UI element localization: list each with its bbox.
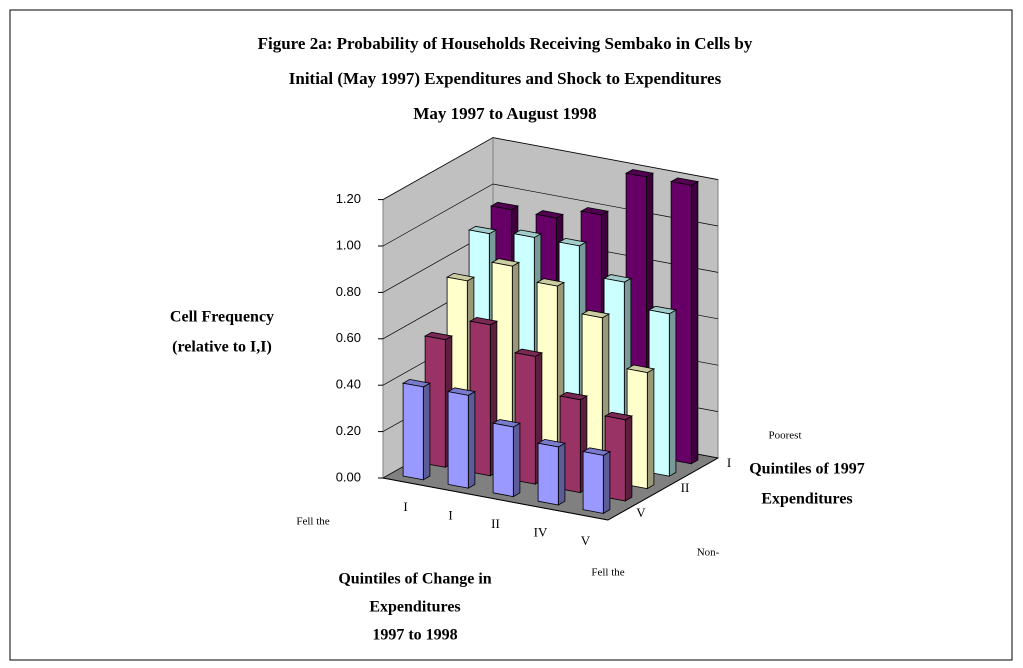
annotation: Fell the xyxy=(591,567,624,579)
y-tick-label: 0.20 xyxy=(336,423,361,438)
bar-side xyxy=(557,442,566,506)
bar-front xyxy=(582,451,604,514)
bar-side xyxy=(422,382,431,481)
x-axis-label: Expenditures xyxy=(369,599,460,616)
x-axis-label: Quintiles of Change in xyxy=(338,571,491,588)
annotation: Fell the xyxy=(296,516,329,528)
annotation: Poorest xyxy=(769,430,802,442)
chart-title: Initial (May 1997) Expenditures and Shoc… xyxy=(289,69,722,88)
bar xyxy=(491,419,522,498)
bar-side xyxy=(646,368,655,490)
annotation: Non- xyxy=(697,547,720,559)
depth-axis-label: Quintiles of 1997 xyxy=(749,461,865,478)
x-tick-label: I xyxy=(448,508,452,523)
grid-line xyxy=(382,137,719,200)
bar xyxy=(581,447,612,515)
bar-side xyxy=(602,450,611,515)
bar-front xyxy=(537,442,559,506)
x-axis xyxy=(382,477,609,521)
x-tick-label: II xyxy=(491,516,500,531)
bar-side xyxy=(467,390,476,489)
bar-front xyxy=(447,391,469,489)
x-tick-label: I xyxy=(403,499,407,514)
y-axis-label: (relative to I,I) xyxy=(172,339,272,356)
depth-tick-label: II xyxy=(681,480,690,495)
x-axis-label: 1997 to 1998 xyxy=(372,627,457,644)
bar xyxy=(536,438,567,506)
y-tick-label: 1.20 xyxy=(336,191,361,206)
y-tick-label: 0.80 xyxy=(336,284,361,299)
bar xyxy=(401,378,432,481)
bar xyxy=(446,387,477,489)
bar-front xyxy=(492,422,514,498)
depth-tick-label: I xyxy=(727,455,731,470)
y-axis-label: Cell Frequency xyxy=(170,309,274,326)
y-tick-label: 0.40 xyxy=(336,377,361,392)
bar-side xyxy=(690,180,699,465)
y-tick-label: 0.60 xyxy=(336,330,361,345)
y-tick-label: 0.00 xyxy=(336,469,361,484)
depth-axis-label: Expenditures xyxy=(761,491,852,508)
depth-tick-label: V xyxy=(636,505,646,520)
bar-front xyxy=(402,382,424,481)
x-tick-label: V xyxy=(581,533,591,548)
chart-title: Figure 2a: Probability of Households Rec… xyxy=(258,34,753,53)
y-tick-label: 1.00 xyxy=(336,237,361,252)
bar-side xyxy=(668,309,677,477)
bar-side xyxy=(512,422,521,498)
bar-side xyxy=(624,415,633,502)
x-tick-label: IV xyxy=(534,524,548,539)
depth-axis xyxy=(607,457,719,521)
chart-title: May 1997 to August 1998 xyxy=(413,104,596,123)
